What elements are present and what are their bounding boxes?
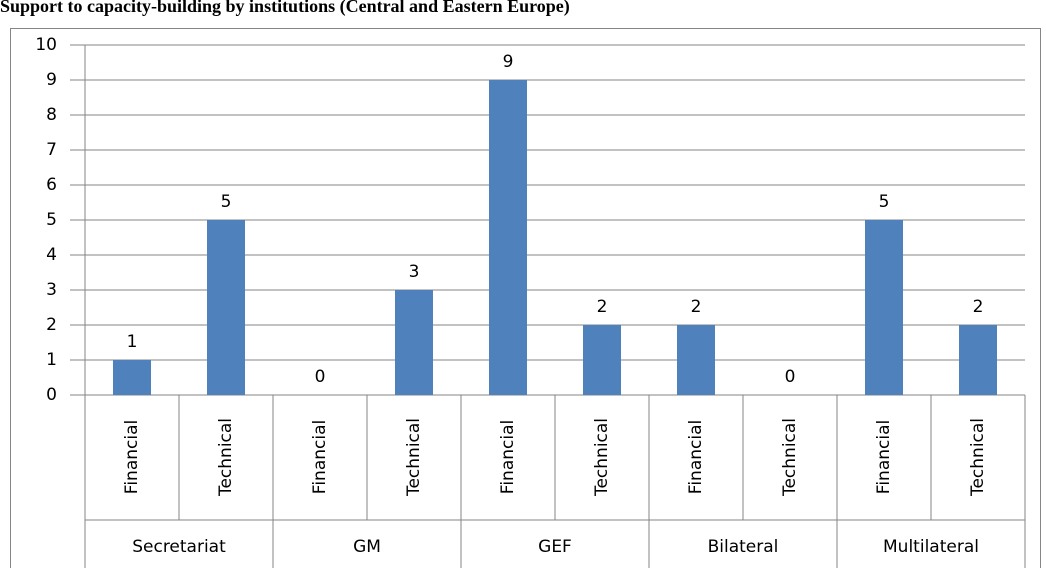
data-label: 9 xyxy=(503,52,514,72)
chart-title: Support to capacity-building by institut… xyxy=(0,0,570,17)
group-label: Multilateral xyxy=(883,537,979,557)
data-label: 0 xyxy=(785,367,796,387)
y-tick-label: 8 xyxy=(46,105,57,125)
bar xyxy=(865,220,903,395)
y-tick-label: 4 xyxy=(46,245,57,265)
y-tick-label: 0 xyxy=(46,385,57,405)
data-label: 1 xyxy=(127,332,138,352)
group-label: GM xyxy=(353,537,381,557)
y-tick-label: 7 xyxy=(46,140,57,160)
x-tick-label: Financial xyxy=(498,420,518,494)
bar xyxy=(395,290,433,395)
x-tick-label: Financial xyxy=(874,420,894,494)
y-tick-label: 10 xyxy=(35,35,57,55)
bar xyxy=(583,325,621,395)
data-label: 2 xyxy=(973,297,984,317)
group-label: Bilateral xyxy=(708,537,779,557)
group-label: Secretariat xyxy=(132,537,226,557)
group-label: GEF xyxy=(538,537,572,557)
y-tick-label: 9 xyxy=(46,70,57,90)
x-tick-label: Technical xyxy=(780,418,800,497)
data-label: 0 xyxy=(315,367,326,387)
x-tick-label: Technical xyxy=(404,418,424,497)
x-tick-label: Technical xyxy=(216,418,236,497)
y-tick-label: 2 xyxy=(46,315,57,335)
bar xyxy=(113,360,151,395)
y-tick-label: 6 xyxy=(46,175,57,195)
x-tick-label: Technical xyxy=(968,418,988,497)
x-tick-label: Technical xyxy=(592,418,612,497)
y-tick-label: 1 xyxy=(46,350,57,370)
bar xyxy=(677,325,715,395)
bar xyxy=(207,220,245,395)
data-label: 5 xyxy=(879,192,890,212)
y-tick-label: 5 xyxy=(46,210,57,230)
x-tick-label: Financial xyxy=(686,420,706,494)
x-tick-label: Financial xyxy=(310,420,330,494)
bar xyxy=(959,325,997,395)
bar xyxy=(489,80,527,395)
data-label: 3 xyxy=(409,262,420,282)
y-tick-label: 3 xyxy=(46,280,57,300)
data-label: 5 xyxy=(221,192,232,212)
x-tick-label: Financial xyxy=(122,420,142,494)
data-label: 2 xyxy=(691,297,702,317)
data-label: 2 xyxy=(597,297,608,317)
